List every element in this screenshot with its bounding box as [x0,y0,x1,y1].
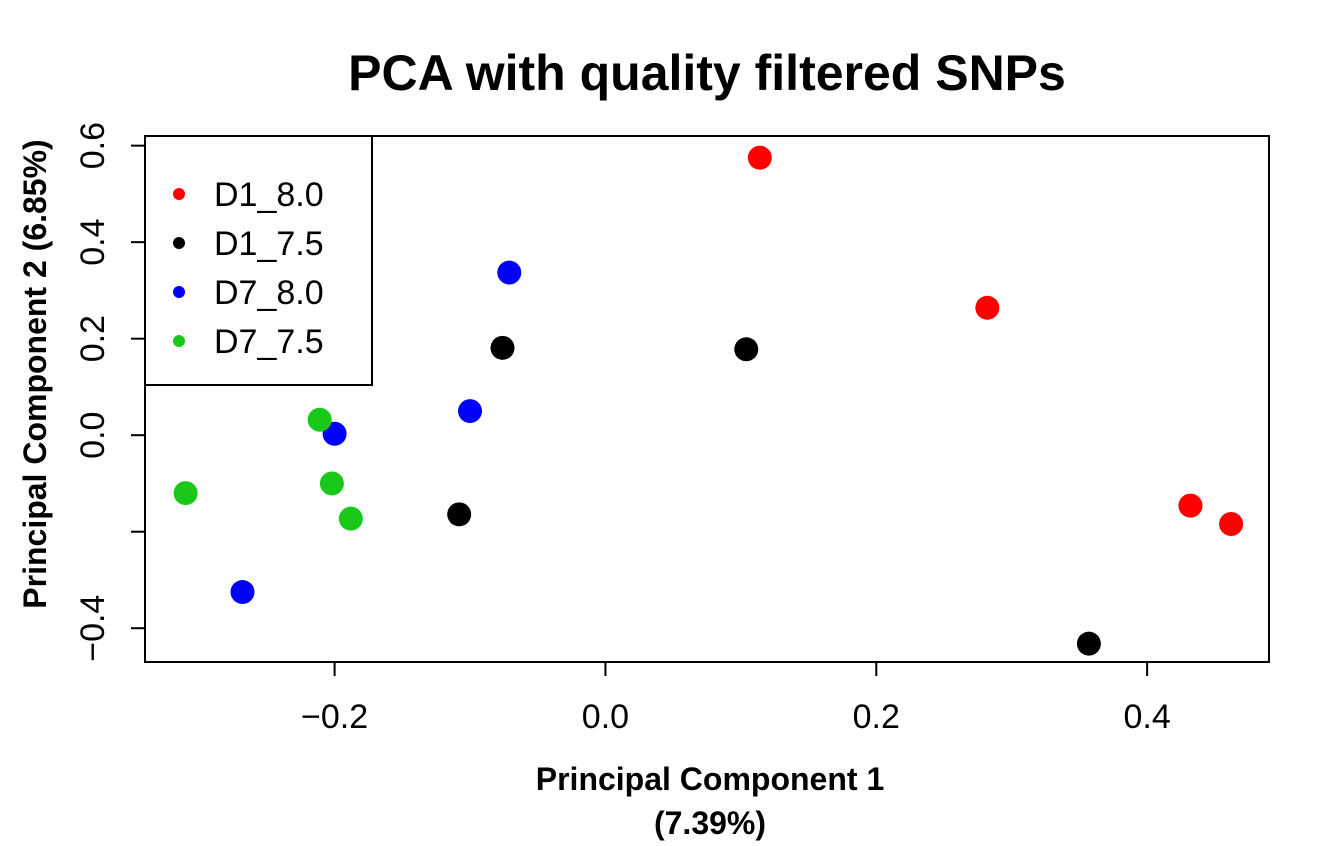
point-d1-8-0 [1178,493,1203,518]
y-tick-label: −0.4 [74,595,112,662]
point-d1-8-0 [975,295,1000,320]
legend-marker-d7-8-0 [173,286,185,298]
point-d7-8-0 [458,399,483,424]
y-axis-label: Principal Component 2 (6.85%) [17,139,53,608]
point-d1-7-5 [490,335,515,360]
x-tick-label: 0.2 [853,698,900,736]
y-tick-label: 0.2 [74,315,112,362]
point-d7-7-5 [338,506,363,531]
point-d1-7-5 [1076,631,1101,656]
x-tick-label: 0.4 [1123,698,1170,736]
point-d7-7-5 [307,407,332,432]
x-axis: −0.2 0.0 0.2 0.4 [301,661,1171,736]
point-d1-7-5 [734,337,759,362]
point-d7-8-0 [230,580,255,605]
x-axis-label-percent: (7.39%) [654,805,766,841]
y-tick-label: 0.0 [74,412,112,459]
legend: D1_8.0 D1_7.5 D7_8.0 D7_7.5 [144,135,373,386]
point-d7-8-0 [497,260,522,285]
y-axis: −0.4 0.0 0.2 0.4 0.6 [74,122,146,662]
point-d1-8-0 [747,145,772,170]
legend-marker-d1-8-0 [173,188,185,200]
x-tick-label: −0.2 [301,698,368,736]
legend-label-d1-8-0: D1_8.0 [214,176,324,214]
chart-title: PCA with quality filtered SNPs [348,45,1066,101]
x-tick-label: 0.0 [582,698,629,736]
legend-label-d7-7-5: D7_7.5 [214,323,324,361]
legend-label-d7-8-0: D7_8.0 [214,274,324,312]
point-d7-7-5 [319,471,344,496]
x-axis-label: Principal Component 1 [536,761,884,797]
y-tick-label: 0.4 [74,219,112,266]
legend-label-d1-7-5: D1_7.5 [214,225,324,263]
y-tick-label: 0.6 [74,122,112,169]
point-d1-7-5 [447,502,472,527]
point-d7-7-5 [173,481,198,506]
legend-marker-d7-7-5 [173,335,185,347]
legend-marker-d1-7-5 [173,237,185,249]
data-points [173,145,1244,656]
point-d1-8-0 [1219,511,1244,536]
